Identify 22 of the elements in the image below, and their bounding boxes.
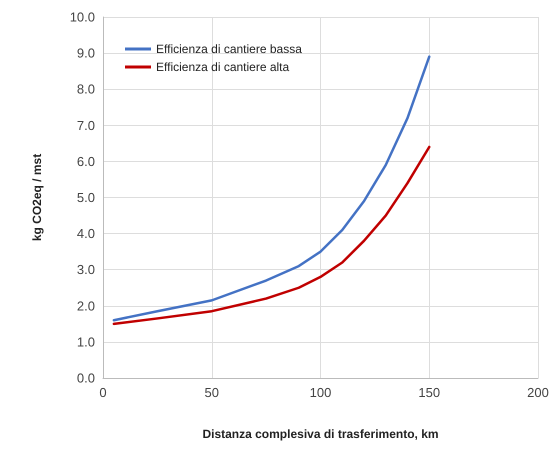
y-tick-label: 0.0 xyxy=(76,370,95,386)
x-axis-title: Distanza complesiva di trasferimento, km xyxy=(202,427,439,441)
y-tick-label: 7.0 xyxy=(76,118,95,133)
legend-label: Efficienza di cantiere alta xyxy=(156,60,290,74)
y-tick-label: 3.0 xyxy=(76,262,95,278)
y-tick-label: 8.0 xyxy=(76,82,95,97)
x-tick-label: 200 xyxy=(527,385,549,400)
legend-label: Efficienza di cantiere bassa xyxy=(156,42,302,56)
line-series xyxy=(112,55,430,322)
line-series xyxy=(112,146,430,326)
x-tick-label: 100 xyxy=(310,385,332,400)
y-tick-label: 4.0 xyxy=(76,226,95,242)
x-tick-label: 0 xyxy=(99,385,107,400)
y-tick-label: 2.0 xyxy=(76,298,95,314)
y-tick-label: 10.0 xyxy=(70,10,95,24)
y-axis-title: kg CO2eq / mst xyxy=(30,154,44,242)
x-tick-label: 50 xyxy=(204,385,219,400)
y-tick-label: 6.0 xyxy=(76,154,95,169)
y-tick-label: 5.0 xyxy=(76,190,95,205)
y-tick-label: 1.0 xyxy=(76,334,95,350)
y-tick-label: 9.0 xyxy=(76,46,95,61)
x-tick-label: 150 xyxy=(418,385,440,400)
